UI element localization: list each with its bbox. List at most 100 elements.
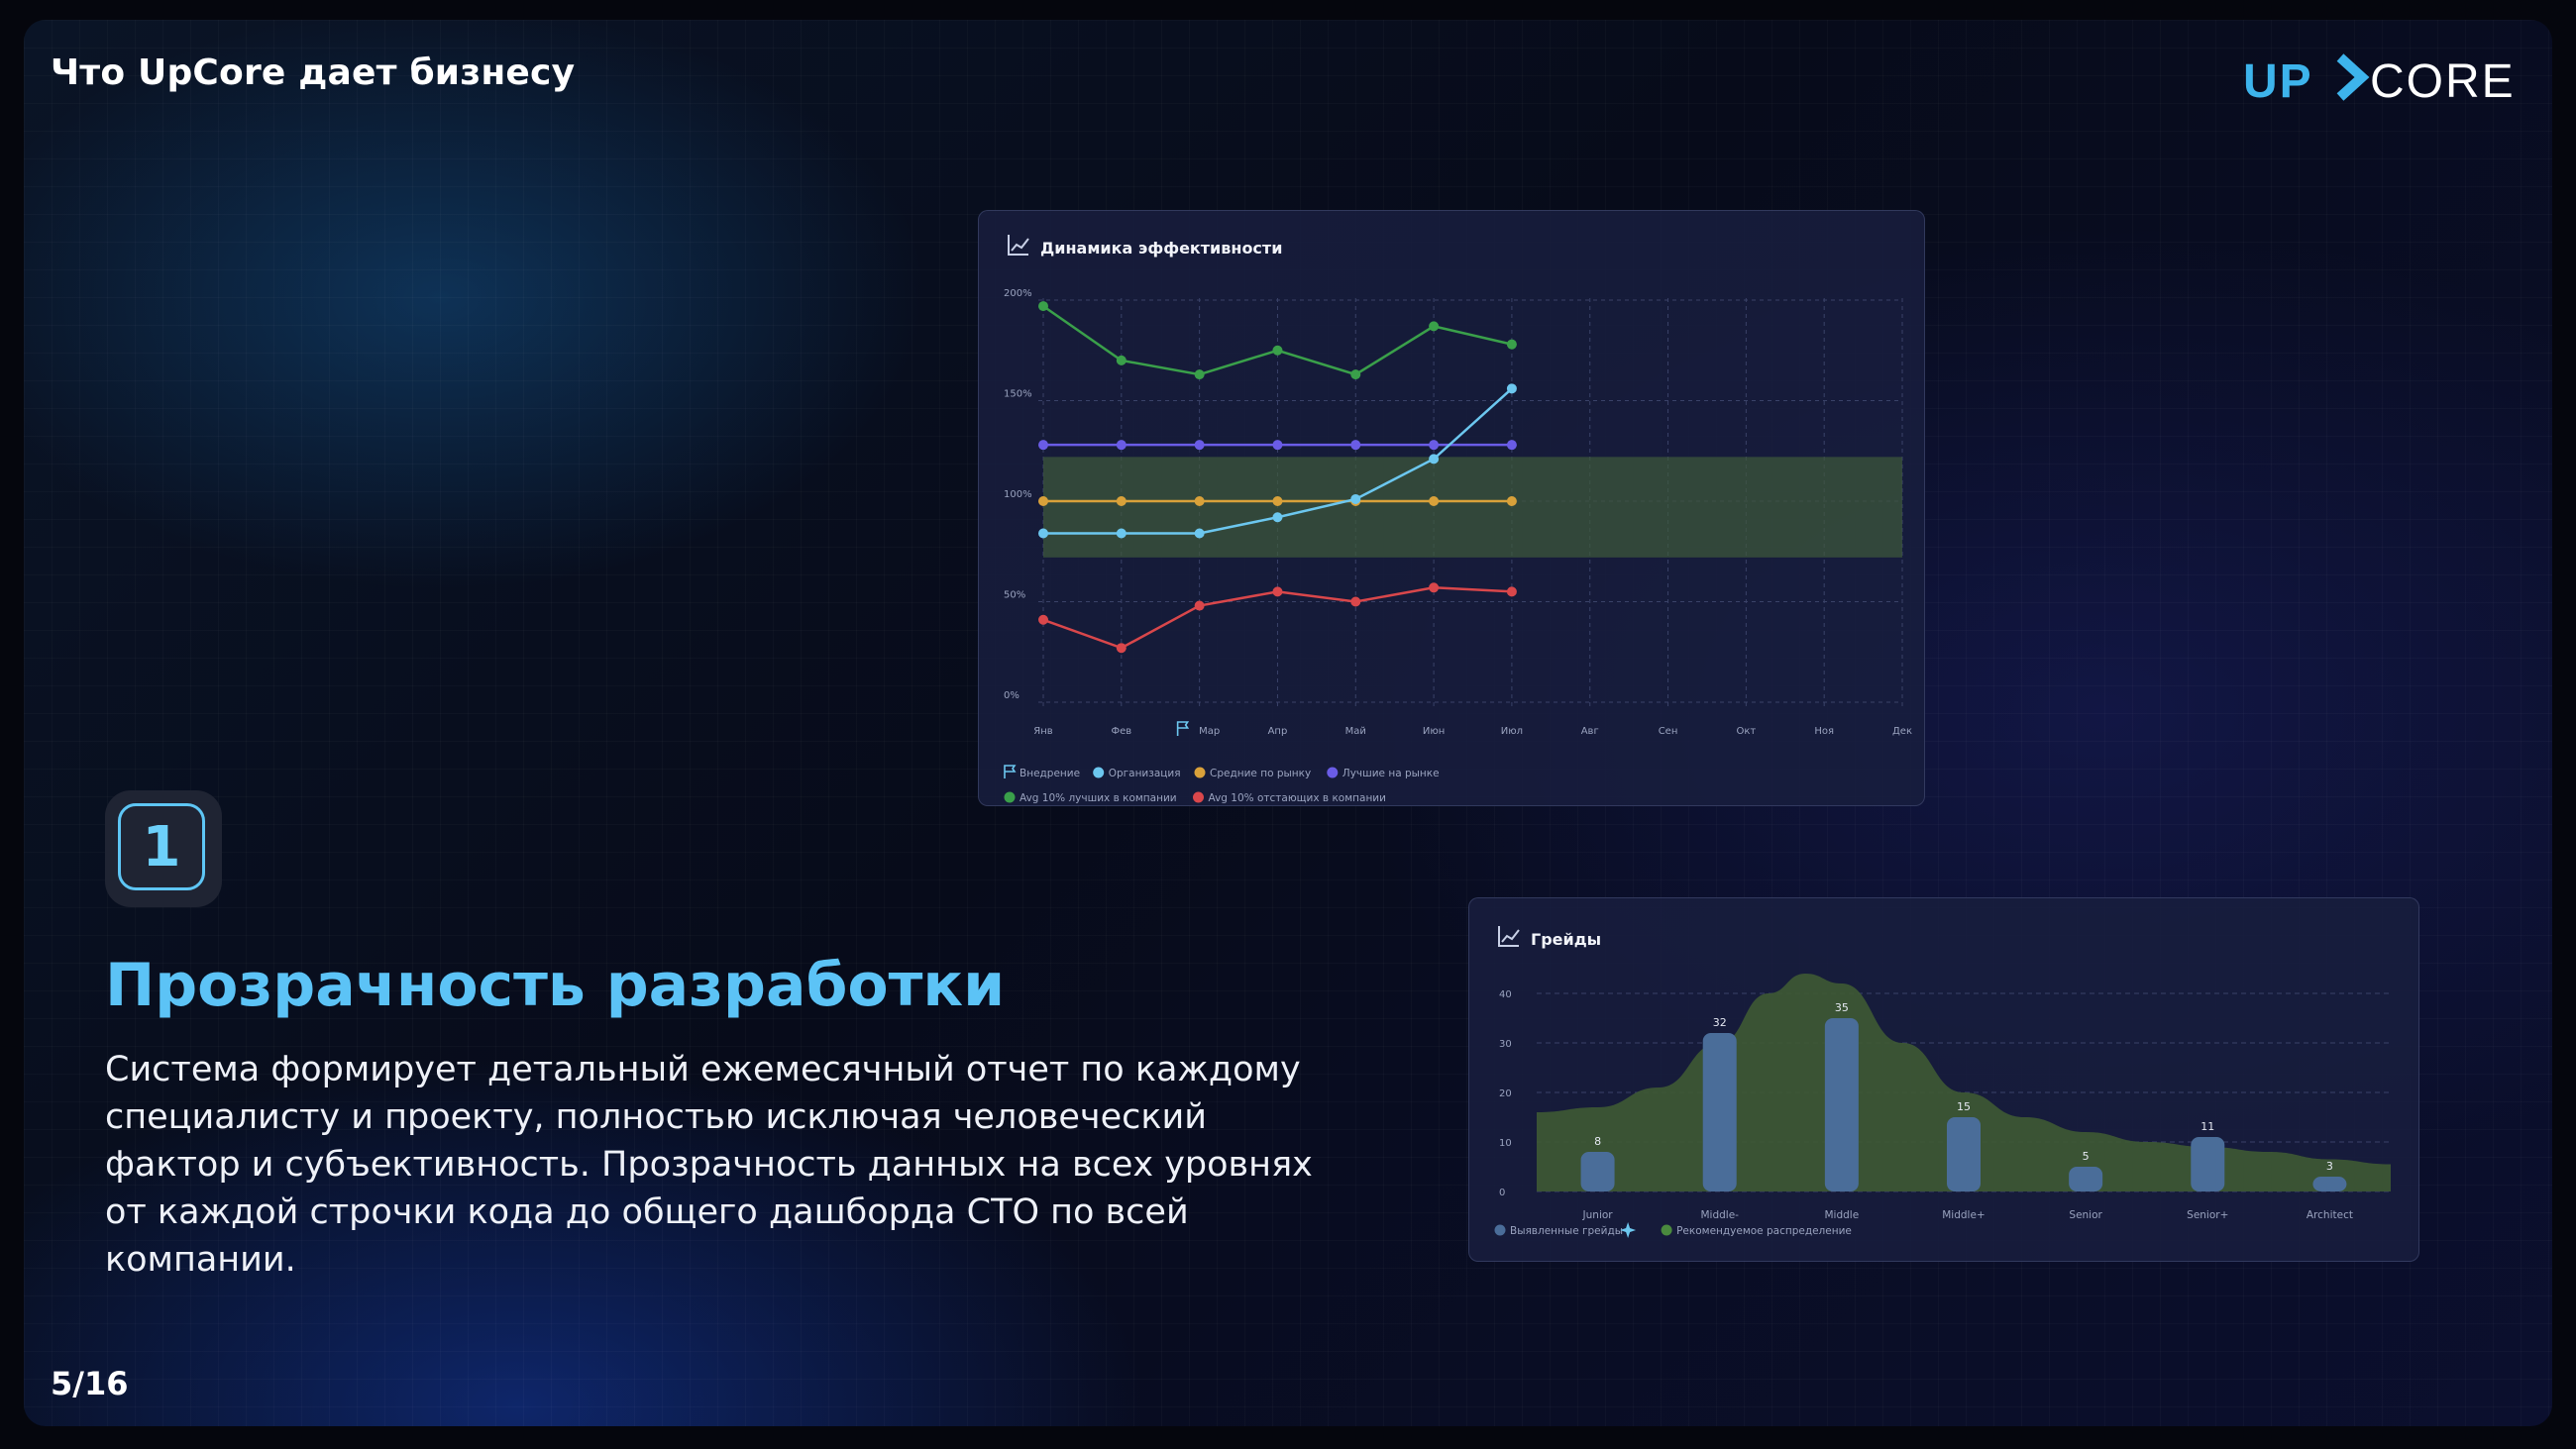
y-tick-label: 20 (1499, 1088, 1512, 1099)
bar-value-label: 8 (1594, 1135, 1601, 1148)
series-point (1038, 301, 1048, 312)
feature-number: 1 (118, 803, 205, 890)
chart-title-group: Динамика эффективности (1008, 235, 1282, 258)
series-point (1272, 345, 1283, 356)
x-tick-label: Architect (2307, 1209, 2353, 1221)
series-point (1116, 528, 1127, 539)
series-point (1194, 369, 1205, 380)
y-tick-label: 100% (1004, 489, 1032, 500)
feature-title: Прозрачность разработки (105, 951, 1006, 1020)
x-tick-label: Авг (1581, 726, 1599, 737)
legend-swatch (1093, 767, 1105, 778)
bar-value-label: 11 (2200, 1120, 2214, 1133)
bar-value-label: 3 (2326, 1160, 2333, 1173)
efficiency-line-chart: Динамика эффективности 0% 50% 100% 150% 200%… (1004, 235, 1912, 804)
feature-description: Система формирует детальный ежемесячный … (105, 1050, 1313, 1280)
x-tick-label: Middle+ (1942, 1209, 1985, 1221)
efficiency-chart-card: Динамика эффективности 0% 50% 100% 150% 200%… (978, 210, 1925, 806)
slide: Что UpCore дает бизнесу UP CORE Динамика… (24, 20, 2552, 1426)
series-point (1506, 339, 1517, 350)
series-point (1038, 614, 1048, 625)
line-chart-icon (1498, 926, 1520, 947)
series-point (1116, 496, 1127, 506)
page-number: 5/16 (51, 1365, 129, 1402)
bar-value-label: 15 (1957, 1100, 1971, 1113)
series-point (1350, 440, 1361, 451)
series-point (1116, 355, 1127, 365)
upcore-logo: UP CORE (2243, 53, 2516, 107)
series-point (1429, 496, 1440, 506)
legend-label: Внедрение (1020, 768, 1080, 779)
series-point (1350, 596, 1361, 607)
x-tick-label: Senior+ (2187, 1209, 2228, 1221)
x-tick-label: Май (1345, 726, 1366, 737)
series-point (1506, 586, 1517, 597)
series-point (1272, 440, 1283, 451)
series-point (1506, 383, 1517, 394)
chevron-right-icon (2336, 53, 2370, 101)
legend-swatch (1194, 767, 1206, 778)
series-point (1038, 528, 1048, 539)
series-point (1272, 512, 1283, 523)
bar-value-label: 5 (2083, 1150, 2090, 1163)
series-point (1272, 496, 1283, 506)
series-point (1116, 440, 1127, 451)
x-tick-label: Middle- (1700, 1209, 1739, 1221)
grade-bar (2191, 1137, 2225, 1191)
x-tick-label: Ноя (1814, 726, 1834, 737)
bar-value-label: 35 (1835, 1001, 1849, 1014)
x-tick-label: Янв (1033, 726, 1052, 737)
legend-label: Средние по рынку (1210, 768, 1311, 779)
legend-label: Avg 10% лучших в компании (1020, 792, 1177, 804)
y-tick-label: 50% (1004, 590, 1025, 601)
legend-swatch (1193, 791, 1204, 803)
series-point (1429, 582, 1440, 593)
x-tick-label: Июл (1501, 726, 1523, 737)
y-tick-label: 30 (1499, 1039, 1512, 1050)
series-point (1429, 321, 1440, 332)
series-point (1116, 643, 1127, 654)
benchmark-band (1043, 457, 1902, 558)
legend-swatch (1494, 1224, 1506, 1236)
y-tick-label: 40 (1499, 989, 1512, 1000)
logo-text-up: UP (2243, 55, 2313, 107)
y-tick-label: 150% (1004, 389, 1032, 400)
x-tick-label: Апр (1268, 726, 1288, 737)
recommended-distribution-area (1537, 974, 2391, 1191)
series-point (1194, 440, 1205, 451)
sparkle-icon (1620, 1222, 1637, 1238)
series-point (1272, 586, 1283, 597)
chart-title: Динамика эффективности (1040, 239, 1282, 258)
y-tick-label: 0 (1499, 1188, 1505, 1198)
y-tick-label: 200% (1004, 288, 1032, 299)
x-tick-label: Мар (1199, 726, 1220, 737)
logo-text-core: CORE (2370, 55, 2516, 107)
x-tick-label: Окт (1736, 726, 1756, 737)
x-tick-label: Июн (1423, 726, 1445, 737)
legend-swatch (1661, 1224, 1672, 1236)
chart-title-group: Грейды (1498, 926, 1601, 949)
grade-bar (1580, 1152, 1615, 1191)
feature-number-badge: 1 (105, 790, 222, 907)
series-point (1194, 528, 1205, 539)
section-title: Что UpCore дает бизнесу (51, 52, 576, 93)
line-chart-icon (1008, 235, 1029, 256)
flag-icon (1004, 765, 1017, 778)
grade-bar (1702, 1033, 1737, 1191)
series-point (1350, 493, 1361, 504)
legend-label: Лучшие на рынке (1342, 768, 1440, 779)
series-point (1038, 440, 1048, 451)
chart-title: Грейды (1531, 930, 1601, 949)
legend-swatch (1004, 791, 1016, 803)
legend-label: Avg 10% отстающих в компании (1209, 792, 1386, 804)
legend-swatch (1327, 767, 1339, 778)
series-point (1038, 496, 1048, 506)
x-tick-label: Junior (1582, 1209, 1614, 1221)
series-point (1194, 600, 1205, 611)
legend-label: Рекомендуемое распределение (1676, 1225, 1852, 1237)
grade-bar (2069, 1167, 2103, 1191)
y-tick-label: 0% (1004, 690, 1020, 701)
flag-icon (1176, 721, 1190, 736)
x-tick-label: Фев (1111, 726, 1131, 737)
grade-bar (1824, 1018, 1859, 1191)
